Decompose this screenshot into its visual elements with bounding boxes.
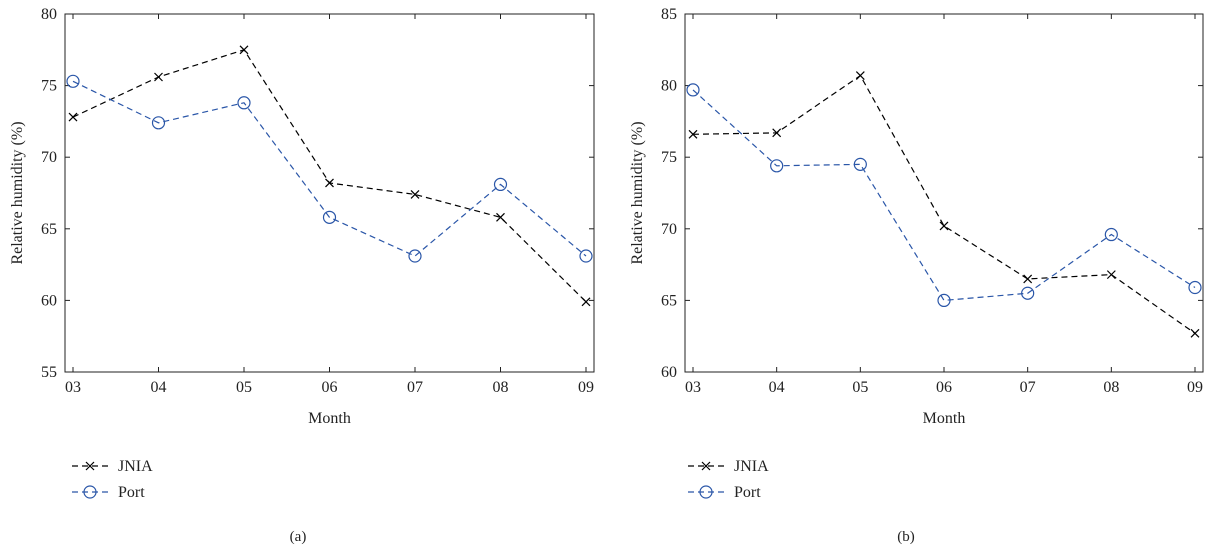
data-point-port <box>686 83 700 97</box>
data-point-port <box>937 293 951 307</box>
legend-label-port: Port <box>734 484 761 501</box>
data-point-jnia <box>239 45 249 55</box>
y-tick-label: 75 <box>41 78 57 95</box>
chart-a-svg: 55 60 65 70 75 80 03 04 05 06 07 08 09 Month Relative … <box>9 6 595 545</box>
data-point-port <box>853 157 867 171</box>
y-tick-label: 65 <box>661 292 677 309</box>
y-tick-label: 70 <box>41 149 57 166</box>
data-point-jnia <box>1190 328 1200 338</box>
legend-label-jnia: JNIA <box>734 458 769 475</box>
data-point-port <box>408 249 422 263</box>
y-tick-label: 85 <box>661 6 677 23</box>
x-marker-stroke <box>325 178 334 188</box>
data-point-jnia <box>1023 274 1033 284</box>
x-tick-label: 06 <box>322 379 338 396</box>
x-marker-stroke <box>1023 274 1033 284</box>
legend-marker-jnia <box>85 461 95 471</box>
legend-marker-jnia <box>701 461 711 471</box>
data-point-jnia <box>855 71 865 81</box>
y-axis-label: Relative humidity (%) <box>629 121 646 264</box>
x-tick-label: 04 <box>151 379 167 396</box>
y-tick-label: 60 <box>661 364 677 381</box>
data-point-jnia <box>68 112 78 122</box>
y-tick-label: 75 <box>661 149 677 166</box>
data-point-port <box>151 116 166 130</box>
y-tick-label: 70 <box>661 221 677 238</box>
plot-frame <box>64 13 595 373</box>
data-point-port <box>1104 227 1118 242</box>
data-point-port <box>770 159 784 173</box>
x-tick-label: 05 <box>852 379 868 396</box>
x-tick-label: 07 <box>1020 379 1036 396</box>
panel-caption: (b) <box>897 529 915 545</box>
series-line-port <box>72 80 587 257</box>
x-tick-label: 07 <box>407 379 423 396</box>
y-tick-label: 55 <box>41 364 57 381</box>
x-marker-stroke <box>701 461 711 471</box>
chart-panel-a: 55 60 65 70 75 80 03 04 05 06 07 08 09 Month Relative … <box>0 0 600 550</box>
x-marker-stroke <box>772 128 782 138</box>
x-marker-stroke <box>581 297 591 307</box>
data-point-port <box>1021 286 1035 300</box>
x-axis-label: Month <box>308 410 351 427</box>
x-tick-label: 08 <box>1103 379 1119 396</box>
panel-caption: (a) <box>290 529 307 545</box>
data-point-jnia <box>496 212 505 222</box>
data-point-jnia <box>154 72 163 82</box>
x-marker-stroke <box>1190 328 1200 338</box>
x-marker-stroke <box>688 129 698 139</box>
y-tick-label: 65 <box>41 221 57 238</box>
x-tick-label: 09 <box>1187 379 1203 396</box>
data-point-port <box>237 96 251 110</box>
data-point-port <box>322 210 337 224</box>
x-marker-stroke <box>68 112 78 122</box>
x-marker-stroke <box>239 45 249 55</box>
legend-label-jnia: JNIA <box>118 458 153 475</box>
x-marker-stroke <box>1106 270 1116 280</box>
x-marker-stroke <box>410 190 420 199</box>
x-axis-label: Month <box>923 410 966 427</box>
x-tick-label: 03 <box>65 379 81 396</box>
y-tick-label: 60 <box>41 292 57 309</box>
data-point-port <box>66 74 80 88</box>
x-tick-label: 03 <box>685 379 701 396</box>
x-marker-stroke <box>855 71 865 81</box>
y-axis-label: Relative humidity (%) <box>9 121 26 264</box>
data-point-jnia <box>1106 270 1116 280</box>
data-point-port <box>493 177 508 192</box>
data-point-jnia <box>688 129 698 139</box>
data-point-jnia <box>325 178 334 188</box>
data-point-port <box>579 249 593 263</box>
chart-panel-b: 60 65 70 75 80 85 03 04 05 06 07 08 09 Month Relative … <box>608 0 1213 550</box>
data-point-jnia <box>581 297 591 307</box>
data-point-jnia <box>939 221 949 231</box>
x-tick-label: 09 <box>578 379 594 396</box>
legend-marker-port <box>699 485 713 499</box>
chart-b-svg: 60 65 70 75 80 85 03 04 05 06 07 08 09 Month Relative … <box>629 6 1204 545</box>
x-tick-label: 06 <box>936 379 952 396</box>
x-marker-stroke <box>154 72 163 82</box>
x-marker-stroke <box>496 212 505 222</box>
data-point-jnia <box>772 128 782 138</box>
x-tick-label: 05 <box>236 379 252 396</box>
series-line-jnia <box>72 49 587 303</box>
legend-label-port: Port <box>118 484 145 501</box>
legend-marker-port <box>83 485 97 499</box>
y-tick-label: 80 <box>41 6 57 23</box>
x-marker-stroke <box>85 461 95 471</box>
data-point-port <box>1188 280 1202 295</box>
x-marker-stroke <box>939 221 949 231</box>
x-tick-label: 08 <box>493 379 509 396</box>
series-line-port <box>692 89 1196 302</box>
x-tick-label: 04 <box>769 379 785 396</box>
y-tick-label: 80 <box>661 78 677 95</box>
data-point-jnia <box>410 190 420 199</box>
plot-frame <box>684 13 1204 373</box>
